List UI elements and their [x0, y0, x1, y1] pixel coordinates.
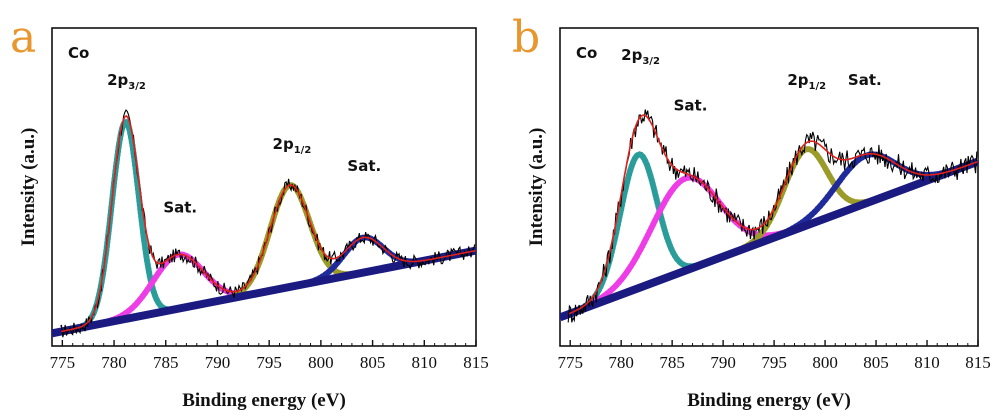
x-axis-title: Binding energy (eV): [182, 390, 346, 411]
x-tick-label: 810: [914, 353, 940, 372]
peak-label-2: 2p1/2: [273, 135, 312, 156]
x-tick-label: 795: [761, 353, 787, 372]
x-tick-label: 815: [463, 353, 489, 372]
panel-letter: b: [512, 12, 540, 63]
element-label: Co: [576, 44, 597, 62]
x-tick-label: 785: [659, 353, 685, 372]
fit-envelope: [61, 115, 476, 333]
plot-frame: [559, 27, 979, 347]
raw-data: [60, 109, 476, 338]
peak-label-1: Sat.: [674, 97, 708, 115]
baseline-line: [560, 157, 978, 322]
x-tick-label: 790: [710, 353, 736, 372]
peak-label-0: 2p3/2: [621, 46, 660, 67]
peak-label-1: Sat.: [163, 198, 197, 216]
x-tick-label: 780: [101, 353, 127, 372]
raw-data: [567, 109, 978, 323]
x-axis-title: Binding energy (eV): [687, 390, 851, 411]
panel-letter: a: [10, 12, 36, 63]
x-tick-label: 805: [863, 353, 889, 372]
plot-frame: [51, 27, 477, 347]
fit-envelope: [568, 114, 978, 315]
x-tick-label: 800: [308, 353, 334, 372]
curve-group: [560, 109, 978, 323]
y-axis-title: Intensity (a.u.): [526, 128, 547, 247]
chart-panel-a: a 775 780 785 790 795 800 805 810 815 Binding ener…: [10, 12, 489, 411]
x-tick-label: 815: [965, 353, 991, 372]
peak-label-3: Sat.: [848, 71, 882, 89]
x-tick-label: 790: [205, 353, 231, 372]
x-tick-label: 775: [50, 353, 76, 372]
x-tick-label: 810: [412, 353, 438, 372]
x-tick-label: 780: [608, 353, 634, 372]
component-peak-0: [52, 118, 476, 337]
x-tick-label: 775: [557, 353, 583, 372]
y-axis-title: Intensity (a.u.): [18, 128, 39, 247]
x-tick-label: 805: [360, 353, 386, 372]
chart-panel-b: b 775 780 785 790 795 800 805 810 815 Binding ener…: [512, 12, 991, 411]
peak-label-0: 2p3/2: [107, 71, 146, 92]
peak-label-3: Sat.: [347, 157, 381, 175]
x-tick-label: 785: [153, 353, 179, 372]
x-tick-label: 795: [256, 353, 282, 372]
peak-label-2: 2p1/2: [787, 71, 826, 92]
element-label: Co: [68, 44, 89, 62]
baseline-line: [52, 246, 476, 338]
curve-group: [52, 109, 476, 338]
x-tick-label: 800: [812, 353, 838, 372]
